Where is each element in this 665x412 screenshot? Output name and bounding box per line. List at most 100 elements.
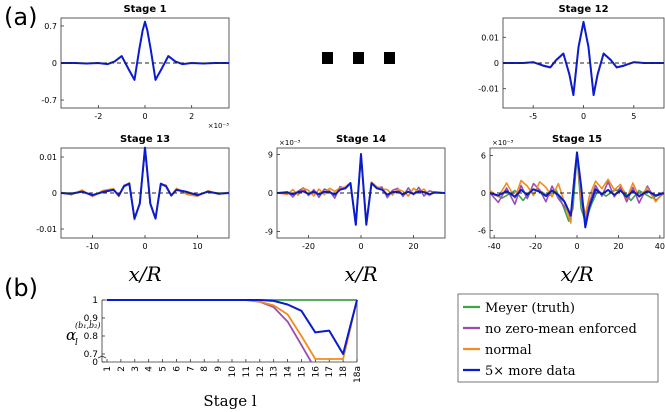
x-tick-label: -10 xyxy=(86,242,99,251)
x-tick-label: -2 xyxy=(94,112,102,121)
y-tick-label: 0.8 xyxy=(84,332,99,342)
y-tick-label: -6 xyxy=(478,227,486,236)
axis-break-mark xyxy=(97,355,107,359)
subplot-1: Stage 1 -2 0 2 0.7 0 -0.7 ×10⁻³ xyxy=(41,4,230,130)
alpha-series-more_data xyxy=(107,299,358,355)
subplot-3: Stage 13 -10 0 10 0.01 0 -0.01 x/R xyxy=(36,134,230,286)
x-tick-label: 0 xyxy=(574,242,579,251)
x-tick-label: 10 xyxy=(228,366,238,378)
series-line-no_zero_mean xyxy=(489,156,665,222)
y-tick-label: 0.01 xyxy=(39,153,57,162)
x-tick-label: -20 xyxy=(302,242,315,251)
y-tick-label: -0.7 xyxy=(41,96,57,105)
subplot-title: Stage 14 xyxy=(336,134,386,145)
x-tick-label: 4 xyxy=(145,366,155,372)
x-tick-label: 8 xyxy=(200,366,210,372)
x-tick-label: 11 xyxy=(242,366,252,377)
x-tick-label: 5 xyxy=(159,366,169,372)
series-line-normal xyxy=(60,147,230,221)
panel-label-a: (a) xyxy=(4,3,37,31)
ellipsis-marks xyxy=(322,52,395,64)
series-line-more_data xyxy=(276,153,446,226)
x-tick-label: -5 xyxy=(529,112,537,121)
series-line-more_data xyxy=(60,146,230,220)
legend-label-no_zero_mean: no zero-mean enforced xyxy=(485,322,637,337)
series-line-more_data xyxy=(61,20,229,81)
legend-box xyxy=(457,293,659,383)
x-tick-label: 18 xyxy=(339,366,349,378)
x-tick-label: 10 xyxy=(192,242,202,251)
x-tick-label: 20 xyxy=(408,242,418,251)
x-tick-label: 0 xyxy=(142,242,147,251)
series-line-meyer xyxy=(489,154,665,222)
x-tick-label: -20 xyxy=(529,242,542,251)
subplot-title: Stage 15 xyxy=(552,134,602,145)
x-tick-label: 13 xyxy=(270,366,280,377)
y-tick-label: 0.9 xyxy=(84,314,99,324)
alpha-plot: 10.90.80.701 2 3 4 5 6 7 8 9 10 11 12 13 14 15 16 17 18 18… xyxy=(66,296,363,410)
subplot-2: Stage 12 -5 0 5 0.01 0 -0.01 xyxy=(478,4,665,121)
x-exponent-label: ×10⁻³ xyxy=(208,122,229,130)
series-line-normal xyxy=(503,22,664,95)
x-tick-label: 0 xyxy=(581,112,586,121)
y-tick-label: 0 xyxy=(494,59,499,68)
x-tick-label: 7 xyxy=(186,366,196,372)
subplot-title: Stage 1 xyxy=(123,4,166,15)
y-tick-label: 0 xyxy=(52,59,57,68)
x-tick-label: 1 xyxy=(103,366,113,372)
alpha-series-normal xyxy=(107,299,358,360)
y-tick-label: 0 xyxy=(481,189,486,198)
series-line-more_data xyxy=(503,20,664,97)
x-axis-label: x/R xyxy=(344,262,377,286)
y-axis-label-superscript: (b₁,b₂) xyxy=(75,321,100,330)
x-tick-label: -40 xyxy=(488,242,501,251)
subplot-4: Stage 14 -20 0 20 9 0 -9 ×10⁻³ x/R xyxy=(265,134,446,286)
x-tick-label: 2 xyxy=(189,112,194,121)
y-tick-label: 0.01 xyxy=(481,33,499,42)
y-axis-label-subscript: l xyxy=(75,338,78,348)
y-tick-label: 1 xyxy=(92,296,98,306)
x-axis-label: x/R xyxy=(128,262,161,286)
x-tick-label: 15 xyxy=(297,366,307,377)
x-tick-label: 17 xyxy=(325,366,335,377)
y-tick-label: -0.01 xyxy=(478,85,499,94)
panel-label-b: (b) xyxy=(4,274,38,302)
x-tick-label: 3 xyxy=(131,366,141,372)
y-exponent-label: ×10⁻³ xyxy=(279,139,300,147)
x-tick-label: 2 xyxy=(117,366,127,372)
legend-label-normal: normal xyxy=(485,343,532,358)
x-tick-label: 16 xyxy=(311,366,321,378)
y-axis-label: α xyxy=(66,326,76,344)
y-tick-label: 0.7 xyxy=(44,22,57,31)
y-tick-label: 0 xyxy=(52,189,57,198)
x-tick-label: 9 xyxy=(214,366,224,372)
x-tick-label: 0 xyxy=(142,112,147,121)
y-tick-label: -9 xyxy=(265,228,273,237)
x-tick-label: 40 xyxy=(655,242,665,251)
ellipsis-square-2 xyxy=(353,52,364,64)
legend-label-meyer: Meyer (truth) xyxy=(485,301,575,316)
y-tick-label: 6 xyxy=(481,152,486,161)
y-exponent-label: ×10⁻³ xyxy=(492,139,513,147)
legend: Meyer (truth) no zero-mean enforced normal… xyxy=(457,293,659,383)
x-tick-label: 5 xyxy=(631,112,636,121)
x-axis-label: x/R xyxy=(560,262,593,286)
subplot-title: Stage 12 xyxy=(558,4,608,15)
subplot-title: Stage 13 xyxy=(120,134,170,145)
x-tick-label: 14 xyxy=(284,366,294,378)
x-axis-label: Stage l xyxy=(203,392,256,410)
x-tick-label: 6 xyxy=(172,366,182,372)
legend-label-more_data: 5× more data xyxy=(485,364,576,379)
x-tick-label: 18a xyxy=(353,366,363,383)
ellipsis-square-3 xyxy=(384,52,395,64)
y-tick-label: 0 xyxy=(268,189,273,198)
x-tick-label: 20 xyxy=(613,242,623,251)
x-tick-label: 12 xyxy=(256,366,266,377)
y-tick-label: -0.01 xyxy=(36,225,57,234)
series-line-meyer xyxy=(61,147,229,219)
ellipsis-square-1 xyxy=(322,52,333,64)
y-tick-label: 0.7 xyxy=(84,350,98,360)
